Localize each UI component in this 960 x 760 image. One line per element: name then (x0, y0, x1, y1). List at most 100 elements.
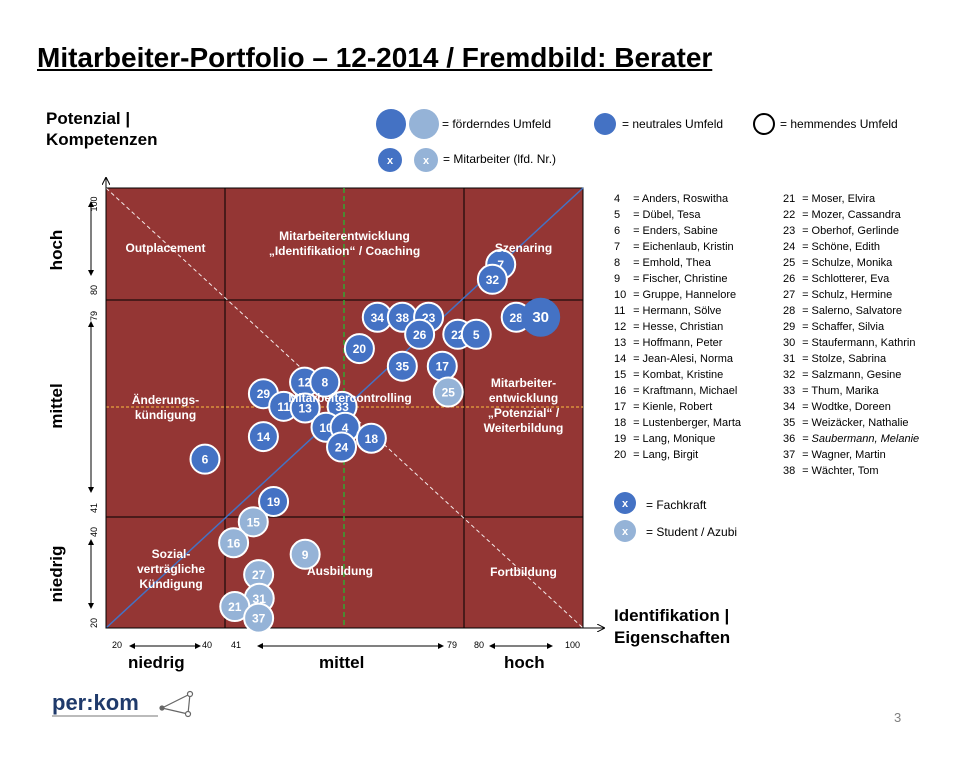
employee-number: 21 (783, 193, 796, 205)
zone-sozialvertraegliche: Sozial-verträgliche Kündigung (136, 547, 206, 591)
legend-mitarbeiter: = Mitarbeiter (lfd. Nr.) (443, 152, 557, 166)
employee-entry: 33 = Thum, Marika (783, 383, 919, 399)
bubble-label: 29 (257, 387, 271, 401)
x-tick-20: 20 (112, 640, 123, 650)
employee-bubble-9: 9 (289, 538, 321, 570)
employee-entry: 24 = Schöne, Edith (783, 239, 919, 255)
student-circle-icon (614, 520, 636, 542)
employee-bubble-14: 14 (247, 421, 279, 453)
employee-entry: 16 = Kraftmann, Michael (614, 383, 741, 399)
employee-bubble-8: 8 (309, 366, 341, 398)
legend-neutrales-swatch (593, 111, 619, 142)
employee-entry: 7 = Eichenlaub, Kristin (614, 239, 741, 255)
bubble-circle (432, 376, 464, 408)
legend-marker-light-text: x (423, 155, 430, 167)
employee-entry: 37 = Wagner, Martin (783, 447, 919, 463)
employee-entry: 6 = Enders, Sabine (614, 223, 741, 239)
zone-mitarbeitercontrolling: Mitarbeitercontrolling (288, 391, 412, 405)
employee-bubble-6: 6 (189, 443, 221, 475)
employee-name: = Wodtke, Doreen (802, 401, 891, 413)
employee-entry: 38 = Wächter, Tom (783, 463, 919, 479)
legend-open-circle-icon (753, 113, 775, 135)
employee-number: 33 (783, 385, 796, 397)
employee-name: = Lustenberger, Marta (633, 417, 741, 429)
employee-name: = Wagner, Martin (802, 449, 886, 461)
employee-name: = Salerno, Salvatore (802, 305, 903, 317)
bubble-label: 26 (413, 328, 427, 342)
employee-bubble-13: 13 (289, 392, 321, 424)
y-axis-label-line2: Kompetenzen (46, 130, 158, 149)
bubble-label: 4 (342, 421, 349, 435)
employee-entry: 27 = Schulz, Hermine (783, 287, 919, 303)
bubble-label: 32 (486, 273, 500, 287)
employee-bubble-25: 25 (432, 376, 464, 408)
bubble-label: 14 (257, 430, 271, 444)
bubble-label: 31 (253, 592, 267, 606)
legend-foerderndes: = förderndes Umfeld (442, 117, 552, 131)
employee-entry: 4 = Anders, Roswitha (614, 191, 741, 207)
legend-mitarbeiter-swatch: x x (377, 147, 441, 180)
employee-entry: 13 = Hoffmann, Peter (614, 335, 741, 351)
bubble-label: 21 (228, 600, 242, 614)
bubble-circle (386, 350, 418, 382)
bubble-label: 12 (298, 376, 312, 390)
logo-text: per:kom (52, 690, 139, 715)
employee-number: 13 (614, 337, 627, 349)
bubble-label: 7 (497, 258, 504, 272)
y-tick-41: 41 (89, 503, 99, 514)
employee-name: = Saubermann, Melanie (802, 433, 920, 445)
employee-name: = Hesse, Christian (633, 321, 724, 333)
employee-entry: 8 = Emhold, Thea (614, 255, 741, 271)
employee-entry: 12 = Hesse, Christian (614, 319, 741, 335)
y-tick-100: 100 (89, 196, 99, 212)
employee-bubble-35: 35 (386, 350, 418, 382)
bubble-circle (355, 422, 387, 454)
employee-number: 22 (783, 209, 796, 221)
employee-number: 28 (783, 305, 796, 317)
employee-list-col1: 4 = Anders, Roswitha 5 = Dübel, Tesa 6 = E… (614, 191, 741, 463)
employee-entry: 15 = Kombat, Kristine (614, 367, 741, 383)
bubble-label: 37 (252, 612, 266, 626)
y-level-niedrig: niedrig (47, 545, 66, 603)
legend-neutrales: = neutrales Umfeld (622, 117, 724, 131)
employee-name: = Gruppe, Hannelore (633, 289, 737, 301)
employee-name: = Hoffmann, Peter (633, 337, 723, 349)
bubble-circle (247, 421, 279, 453)
employee-entry: 25 = Schulze, Monika (783, 255, 919, 271)
employee-number: 14 (614, 353, 627, 365)
employee-name: = Emhold, Thea (633, 257, 711, 269)
employee-number: 38 (783, 465, 796, 477)
bubble-label: 10 (319, 421, 333, 435)
employee-entry: 23 = Oberhof, Gerlinde (783, 223, 919, 239)
legend-fachkraft: = Fachkraft (646, 498, 707, 512)
employee-entry: 29 = Schaffer, Silvia (783, 319, 919, 335)
x-tick-100: 100 (565, 640, 581, 650)
y-axis-label-line1: Potenzial | (46, 109, 131, 128)
employee-name: = Schulz, Hermine (802, 289, 893, 301)
employee-name: = Kraftmann, Michael (633, 385, 738, 397)
employee-entry: 31 = Stolze, Sabrina (783, 351, 919, 367)
bubble-label: 6 (202, 453, 209, 467)
employee-entry: 26 = Schlotterer, Eva (783, 271, 919, 287)
employee-bubble-32: 32 (476, 263, 508, 295)
zone-szenaring: Szenaring (494, 241, 553, 255)
employee-number: 9 (614, 273, 621, 285)
x-tick-80: 80 (474, 640, 485, 650)
employee-entry: 17 = Kienle, Robert (614, 399, 741, 415)
bubble-label: 38 (396, 311, 410, 325)
bubble-label: 20 (353, 342, 367, 356)
employee-name: = Staufermann, Kathrin (802, 337, 916, 349)
legend-foerderndes-swatch (376, 108, 439, 140)
employee-number: 17 (614, 401, 627, 413)
x-level-niedrig: niedrig (128, 653, 185, 672)
y-tick-80: 80 (89, 285, 99, 296)
bubble-circle (243, 602, 275, 634)
employee-name: = Salzmann, Gesine (802, 369, 902, 381)
fachkraft-circle-icon (614, 492, 636, 514)
employee-name: = Lang, Monique (633, 433, 716, 445)
bubble-circle (404, 318, 436, 350)
zone-fortbildung: Fortbildung (490, 565, 557, 579)
employee-number: 25 (783, 257, 796, 269)
employee-entry: 21 = Moser, Elvira (783, 191, 919, 207)
